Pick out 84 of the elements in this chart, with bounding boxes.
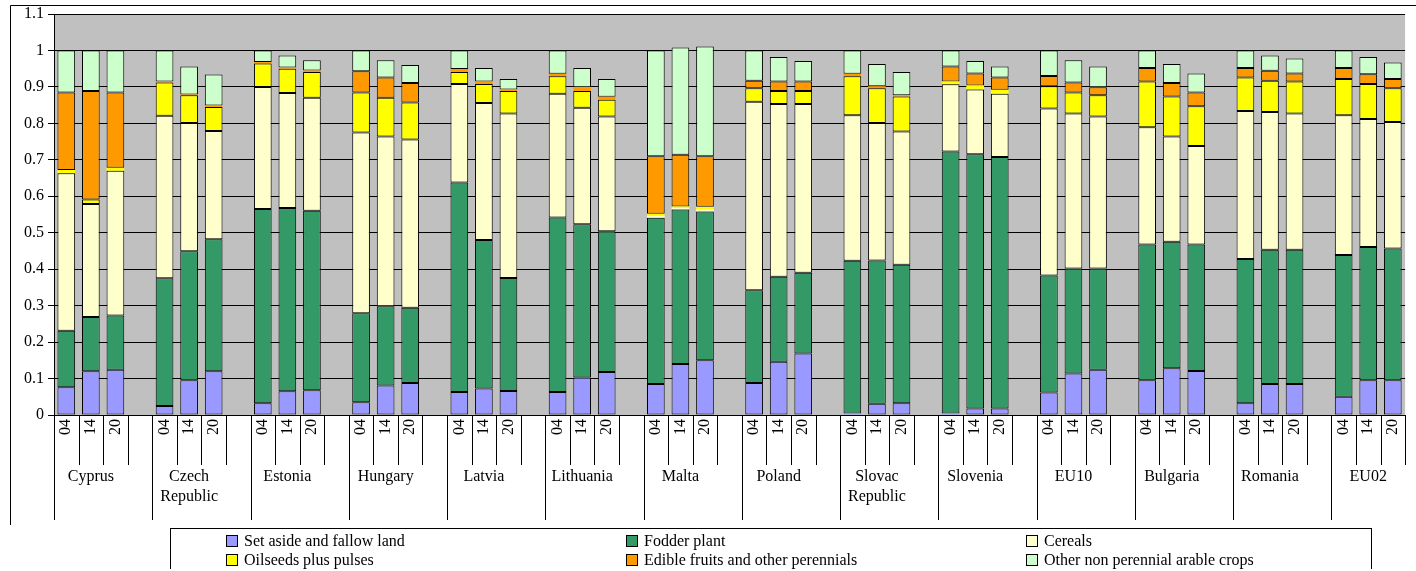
x-tick-label: 20 [302, 419, 320, 435]
text: Romania [1241, 467, 1299, 485]
x-tick-label: 04 [253, 419, 271, 435]
text: Czech Republic [160, 467, 218, 506]
x-tick-label: 04 [940, 419, 958, 435]
text: Poland [756, 467, 801, 485]
y-tick-label: 0.6 [24, 186, 44, 204]
bar [941, 81, 960, 85]
x-tick-label: 04 [744, 419, 762, 435]
x-tick-label: 20 [989, 419, 1007, 435]
y-tick-label: 1 [36, 40, 44, 58]
x-tick-label: 20 [793, 419, 811, 435]
x-tick-label: 04 [1333, 419, 1351, 435]
x-tick-label: 14 [572, 419, 590, 435]
x-tick-label: 04 [1235, 419, 1253, 435]
y-tick-label: 0.4 [24, 259, 44, 277]
x-tick-label: 14 [81, 419, 99, 435]
x-tick-label: 14 [965, 419, 983, 435]
bar [573, 87, 591, 91]
legend-label: Edible fruits and other perennials [644, 550, 858, 569]
legend-label: Other non perennial arable crops [1044, 550, 1254, 569]
x-tick-label: 14 [1260, 419, 1278, 435]
x-tick-label: 04 [351, 419, 369, 435]
x-tick-label: 04 [842, 419, 860, 435]
y-tick-label: 0.8 [24, 113, 44, 131]
y-tick-label: 0.3 [24, 295, 44, 313]
x-tick-label: 14 [1161, 419, 1179, 435]
text: Slovac Republic [848, 467, 906, 506]
x-tick-label: 04 [56, 419, 74, 435]
x-tick-label: 20 [695, 419, 713, 435]
text: EU02 [1349, 467, 1387, 485]
x-tick-label: 14 [1063, 419, 1081, 435]
x-tick-label: 20 [105, 419, 123, 435]
x-tick-label: 20 [596, 419, 614, 435]
x-tick-label: 20 [1088, 419, 1106, 435]
x-tick-label: 14 [1358, 419, 1376, 435]
x-tick-label: 20 [400, 419, 418, 435]
legend-label: Fodder plant [644, 531, 726, 550]
x-tick-label: 14 [375, 419, 393, 435]
bar [475, 81, 493, 84]
x-tick-label: 20 [1186, 419, 1204, 435]
y-tick-label: 0.9 [24, 77, 44, 95]
text: Latvia [463, 467, 505, 485]
bar [966, 85, 985, 90]
x-tick-label: 04 [547, 419, 565, 435]
text: Lithuania [551, 467, 613, 485]
x-tick-label: 20 [1383, 419, 1400, 435]
text: Hungary [357, 467, 414, 486]
x-tick-label: 20 [891, 419, 909, 435]
x-tick-label: 04 [449, 419, 467, 435]
x-tick-label: 14 [474, 419, 492, 435]
x-tick-label: 04 [1137, 419, 1155, 435]
y-tick-label: 0.5 [24, 222, 44, 240]
x-tick-label: 14 [670, 419, 688, 435]
bar [106, 167, 125, 171]
text: EU10 [1054, 467, 1093, 485]
x-tick-label: 20 [498, 419, 516, 435]
x-tick-label: 14 [179, 419, 197, 435]
text: Malta [661, 467, 700, 485]
x-tick-label: 14 [277, 419, 295, 435]
text: Bulgaria [1144, 467, 1200, 486]
bar [450, 69, 469, 72]
x-tick-label: 04 [1039, 419, 1057, 435]
legend-label: Set aside and fallow land [244, 531, 405, 550]
bar [868, 86, 886, 89]
bar [57, 170, 76, 174]
text: Estonia [263, 467, 312, 485]
y-tick-label: 0 [36, 405, 44, 423]
x-tick-label: 04 [646, 419, 664, 435]
bar [990, 89, 1009, 94]
x-tick-label: 14 [768, 419, 786, 435]
text: Cyprus [67, 467, 114, 486]
y-tick-label: 0.7 [24, 150, 44, 168]
x-tick-label: 04 [154, 419, 172, 435]
y-tick-label: 0.2 [24, 332, 44, 350]
bar [597, 96, 616, 100]
text: Slovenia [947, 467, 1004, 485]
legend-label: Cereals [1044, 531, 1092, 550]
y-tick-label: 1.1 [24, 4, 44, 22]
y-tick-label: 0.1 [24, 368, 44, 386]
x-tick-label: 20 [203, 419, 221, 435]
x-tick-label: 20 [1284, 419, 1302, 435]
legend-label: Oilseeds plus pulses [244, 550, 374, 569]
x-tick-label: 14 [867, 419, 885, 435]
